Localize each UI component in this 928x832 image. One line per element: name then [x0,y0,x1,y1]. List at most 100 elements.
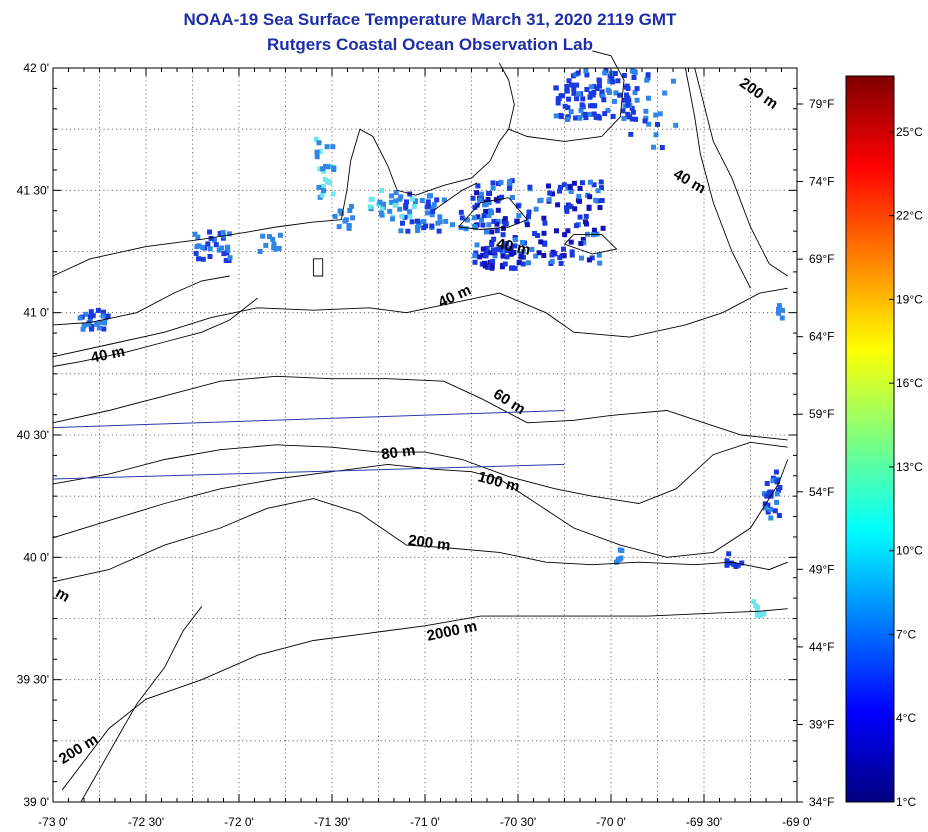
sst-pixel [435,220,441,226]
sst-pixel [463,226,469,232]
sst-pixel [646,95,651,101]
sst-pixel [599,185,604,191]
sst-pixel [387,208,393,214]
sst-pixel [586,257,592,263]
sst-pixel [561,182,567,188]
lat-tick-label: 39 30' [17,673,49,687]
sst-pixel [634,97,640,103]
sst-pixel [407,213,413,219]
sst-pixel [642,118,648,124]
sst-pixel [267,234,272,240]
sst-pixel [498,179,504,185]
sst-pixel [602,111,608,117]
sst-pixel [628,131,634,137]
sst-pixel [564,84,570,89]
sst-pixel [577,214,583,220]
sst-pixel [621,97,627,103]
sst-pixel [314,149,320,155]
sst-pixel [600,93,606,99]
sst-pixel [577,185,583,191]
sst-pixel [459,215,465,221]
sst-pixel [568,109,574,115]
contour-label: 40 m [670,166,708,198]
sst-pixel [610,79,616,85]
sst-pixel [490,259,496,265]
coastline-segment [458,197,529,230]
lat-tick-label: 41 0' [23,306,49,320]
sst-pixel [673,122,679,128]
sst-pixel [557,255,563,261]
axis-ticks: 42 0' 41 30' 41 0' 40 30' 40 0' 39 30' 39 0' -7… [17,61,835,829]
sst-pixel [597,205,603,210]
sst-pixel [425,199,431,205]
sst-pixel [271,241,277,247]
sst-pixel [415,228,421,233]
sst-pixel [562,232,568,238]
sst-pixel [659,145,665,150]
sst-pixel [584,221,589,227]
sst-pixel [570,73,576,79]
sst-pixel [97,319,103,325]
sst-pixel [208,235,214,241]
sst-pixel [777,485,783,490]
sst-pixel [532,231,538,236]
sst-pixel [88,309,94,315]
sst-pixel [583,115,589,121]
sst-pixel [512,237,518,243]
sst-pixel [257,249,263,254]
sst-pixel [617,92,623,98]
sst-pixel [225,248,231,253]
sst-pixel [331,165,337,171]
coastline-segment [434,182,478,211]
map-subtitle: Rutgers Coastal Ocean Observation Lab [267,35,593,54]
sst-pixel [560,93,566,99]
sst-pixel [579,102,585,108]
sst-pixel [581,240,587,246]
sst-pixel [378,210,384,216]
sst-pixel [602,70,608,76]
sst-pixel [86,321,92,327]
sst-pixel [320,166,326,172]
sst-pixel [490,180,496,186]
sst-pixel [347,208,353,213]
sst-pixel [546,197,552,203]
sst-pixel [500,262,506,268]
sst-pixel [367,204,373,210]
sst-pixel [510,195,515,200]
sst-pixel [379,205,385,211]
sst-pixel [477,197,483,203]
sst-pixel [565,228,571,234]
sst-pixel [389,199,395,205]
contour-label: 200 m [56,731,101,768]
sst-pixel [541,230,547,236]
sst-pixel [549,252,555,258]
contour-label: 80 m [380,442,416,464]
sst-pixel [564,208,570,214]
transect-line [52,463,565,480]
coastline-segment [52,297,258,367]
sst-pixel [196,243,202,249]
sst-pixel [491,249,497,254]
sst-pixel [526,260,531,266]
sst-pixel [550,191,555,197]
sst-pixel [271,245,277,251]
sst-pixel [324,144,330,150]
sst-pixel [554,228,559,234]
lon-tick-label: -69 0' [782,815,812,829]
sst-pixel [594,86,600,91]
sst-pixel [621,116,627,121]
sst-pixel [96,325,102,331]
sst-pixel [480,246,486,252]
sst-pixel [480,252,486,258]
sst-pixel [779,315,785,321]
sst-pixel [400,220,405,226]
sst-pixel [458,209,464,215]
sst-pixel [346,223,352,229]
sst-pixel [621,73,627,78]
sst-pixel [484,229,489,235]
sst-pixel [588,84,594,90]
sst-pixel [657,111,663,117]
sst-pixel [495,218,501,224]
sst-pixel [765,509,771,515]
contour-line [52,287,788,358]
